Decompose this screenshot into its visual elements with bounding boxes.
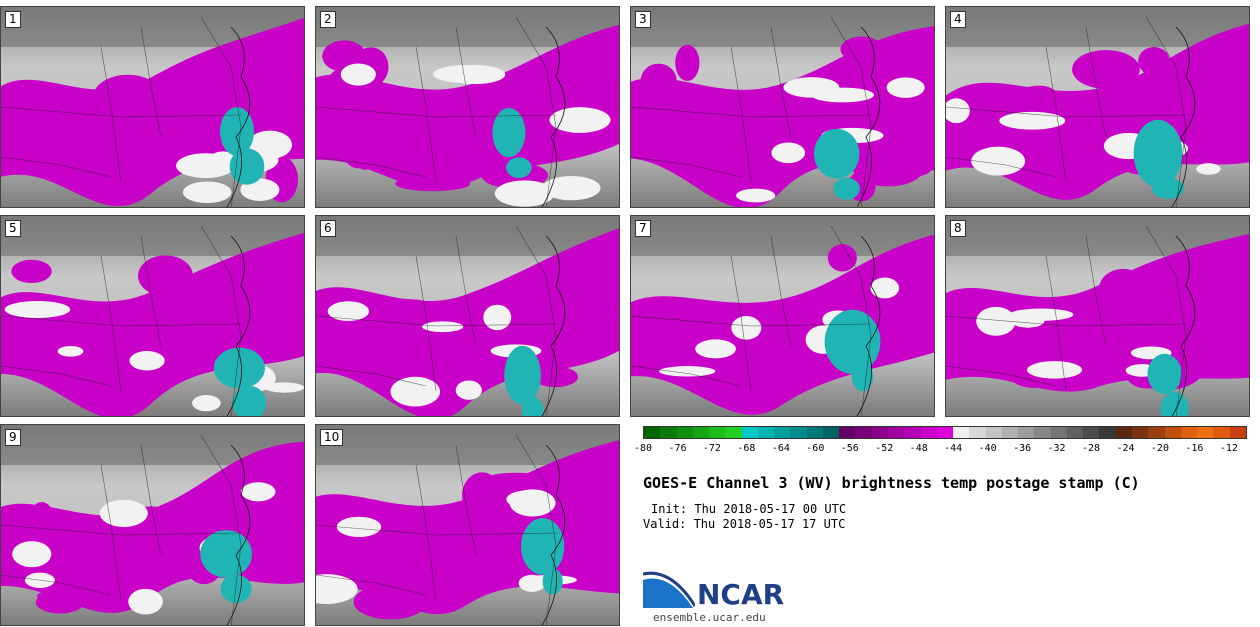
colorbar-swatch xyxy=(774,427,791,438)
figure-title: GOES-E Channel 3 (WV) brightness temp po… xyxy=(643,474,1140,492)
colorbar-tick-label: -76 xyxy=(668,443,687,454)
map-svg xyxy=(1,7,304,207)
colorbar-tick-label: -24 xyxy=(1116,443,1135,454)
colorbar-tick-label: -56 xyxy=(840,443,859,454)
colorbar-swatch xyxy=(741,427,758,438)
ncar-logo: NCAR xyxy=(643,570,803,625)
colorbar-swatch xyxy=(1229,427,1246,438)
map-panel-1: 1 xyxy=(0,6,305,208)
colorbar-swatch xyxy=(757,427,775,438)
map-panel-3: 3 xyxy=(630,6,935,208)
colorbar-swatch xyxy=(920,427,937,438)
init-time: Init: Thu 2018-05-17 00 UTC xyxy=(651,502,847,516)
colorbar-tick-label: -52 xyxy=(875,443,894,454)
colorbar-swatch xyxy=(725,427,742,438)
panel-number: 3 xyxy=(635,11,651,28)
colorbar-swatch xyxy=(676,427,693,438)
map-panel-2: 2 xyxy=(315,6,620,208)
map-panel-9: 9 xyxy=(0,424,305,626)
colorbar-swatch xyxy=(839,427,856,438)
colorbar-tick-label: -20 xyxy=(1150,443,1169,454)
colorbar-tick-label: -44 xyxy=(944,443,963,454)
colorbar-tick-label: -16 xyxy=(1185,443,1204,454)
colorbar-tick-label: -28 xyxy=(1081,443,1101,454)
map-svg xyxy=(631,7,934,207)
map-svg xyxy=(946,216,1249,416)
colorbar-swatch xyxy=(644,427,661,438)
colorbar-swatch xyxy=(1197,427,1214,438)
colorbar-swatch xyxy=(904,427,921,438)
colorbar-swatch xyxy=(1131,427,1149,438)
colorbar-tick-label: -36 xyxy=(1013,443,1032,454)
colorbar-swatch xyxy=(871,427,888,438)
panel-number: 5 xyxy=(5,220,21,237)
colorbar-swatch xyxy=(822,427,840,438)
colorbar-swatch xyxy=(1148,427,1165,438)
colorbar-swatch xyxy=(855,427,872,438)
colorbar-tick-label: -80 xyxy=(633,443,653,454)
colorbar-swatch xyxy=(985,427,1002,438)
colorbar-swatch xyxy=(1050,427,1067,438)
colorbar-swatch xyxy=(953,427,970,438)
colorbar-swatch xyxy=(709,427,726,438)
colorbar-tick-labels: -80 -76 -72 -68 -64 -60 -56 -52 -48 -44 -40 -36 -32 -… xyxy=(634,443,1247,457)
map-svg xyxy=(1,216,304,416)
map-svg xyxy=(1,425,304,625)
map-panel-7: 7 xyxy=(630,215,935,417)
panel-number: 8 xyxy=(950,220,966,237)
map-panel-8: 8 xyxy=(945,215,1250,417)
colorbar-swatch xyxy=(1164,427,1181,438)
colorbar-swatch xyxy=(969,427,986,438)
colorbar-swatch xyxy=(1115,427,1132,438)
map-panel-5: 5 xyxy=(0,215,305,417)
colorbar-tick-label: -72 xyxy=(702,443,721,454)
panel-number: 1 xyxy=(5,11,21,28)
map-svg xyxy=(316,425,619,625)
map-panel-4: 4 xyxy=(945,6,1250,208)
colorbar-swatch xyxy=(1099,427,1116,438)
map-svg xyxy=(946,7,1249,207)
colorbar-tick-label: -60 xyxy=(806,443,825,454)
colorbar-swatch xyxy=(1213,427,1230,438)
map-svg xyxy=(316,7,619,207)
colorbar-swatch xyxy=(692,427,710,438)
ncar-logo-text: NCAR xyxy=(697,578,785,611)
colorbar-tick-label: -68 xyxy=(737,443,756,454)
panel-number: 7 xyxy=(635,220,651,237)
colorbar-swatch xyxy=(1034,427,1051,438)
colorbar-swatch xyxy=(1018,427,1035,438)
colorbar-swatch xyxy=(790,427,807,438)
colorbar-tick-label: -64 xyxy=(771,443,790,454)
colorbar-swatch xyxy=(1083,427,1100,438)
colorbar-tick-label: -12 xyxy=(1219,443,1238,454)
colorbar-swatch xyxy=(806,427,823,438)
ncar-swoosh-icon xyxy=(643,571,695,608)
map-svg xyxy=(631,216,934,416)
colorbar-swatch xyxy=(1180,427,1198,438)
panel-number: 10 xyxy=(320,429,344,446)
panel-number: 2 xyxy=(320,11,336,28)
map-panel-10: 10 xyxy=(315,424,620,626)
colorbar-swatch xyxy=(936,427,954,438)
colorbar-swatch xyxy=(1066,427,1084,438)
site-url[interactable]: ensemble.ucar.edu xyxy=(653,611,766,624)
map-panel-6: 6 xyxy=(315,215,620,417)
colorbar-swatch xyxy=(660,427,677,438)
map-svg xyxy=(316,216,619,416)
colorbar xyxy=(643,426,1247,439)
panel-number: 9 xyxy=(5,429,21,446)
valid-time: Valid: Thu 2018-05-17 17 UTC xyxy=(643,517,846,531)
panel-number: 6 xyxy=(320,220,336,237)
colorbar-swatch xyxy=(1001,427,1019,438)
colorbar-tick-label: -32 xyxy=(1047,443,1066,454)
colorbar-tick-label: -40 xyxy=(978,443,997,454)
colorbar-tick-label: -48 xyxy=(909,443,928,454)
colorbar-swatch xyxy=(887,427,905,438)
panel-number: 4 xyxy=(950,11,966,28)
